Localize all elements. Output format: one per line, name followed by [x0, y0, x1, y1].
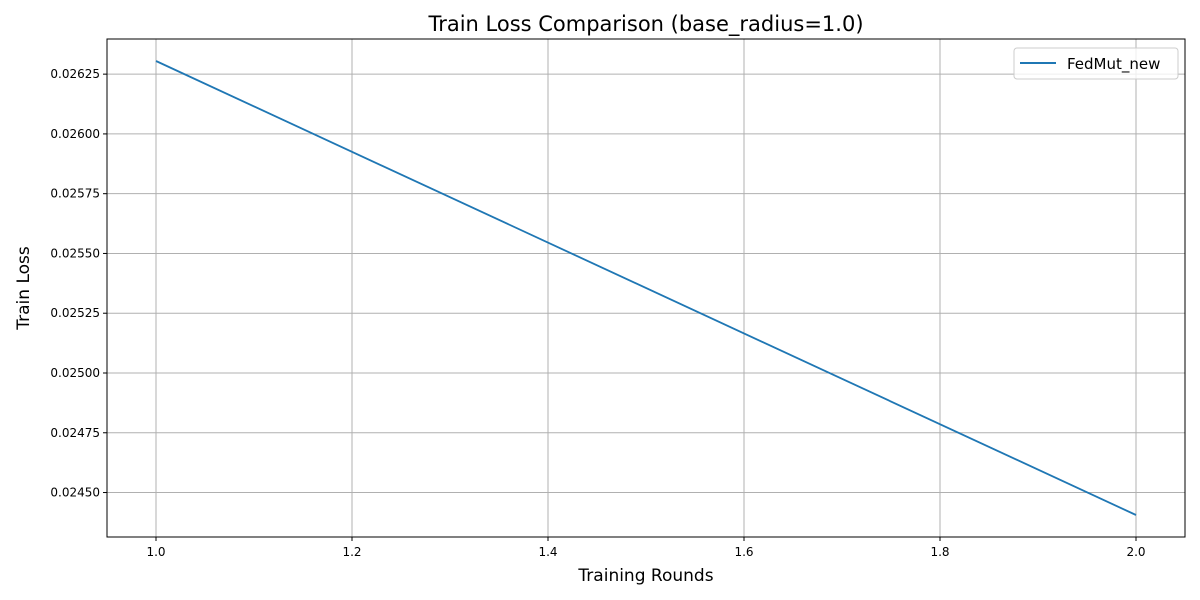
grid: [107, 39, 1185, 537]
plot-frame: [106, 38, 1186, 538]
legend-label: FedMut_new: [1067, 55, 1160, 74]
series-layer: [155, 60, 1137, 516]
legend-box: [1013, 47, 1179, 80]
x-tick-label: 1.6: [734, 545, 753, 559]
y-tick-label: 0.02500: [50, 366, 100, 380]
y-tick-label: 0.02450: [50, 486, 100, 500]
y-tick-label: 0.02475: [50, 426, 100, 440]
chart-title: Train Loss Comparison (base_radius=1.0): [427, 12, 863, 37]
y-tick-label: 0.02600: [50, 127, 100, 141]
y-tick-label: 0.02625: [50, 67, 100, 81]
x-tick-label: 2.0: [1126, 545, 1145, 559]
x-tick-label: 1.2: [342, 545, 361, 559]
y-axis-title: Train Loss: [14, 246, 34, 331]
y-tick-label: 0.02575: [50, 187, 100, 201]
x-axis-title: Training Rounds: [577, 566, 713, 586]
ticks: 1.0 1.2 1.4 1.6 1.8 2.0 0.02450 0.02475 0.02500 0…: [50, 67, 1145, 559]
y-tick-label: 0.02525: [50, 306, 100, 320]
x-tick-label: 1.4: [538, 545, 557, 559]
legend: FedMut_new: [1013, 47, 1179, 80]
x-tick-label: 1.8: [930, 545, 949, 559]
x-tick-label: 1.0: [146, 545, 165, 559]
series-line: [155, 60, 1137, 516]
y-tick-label: 0.02550: [50, 246, 100, 260]
